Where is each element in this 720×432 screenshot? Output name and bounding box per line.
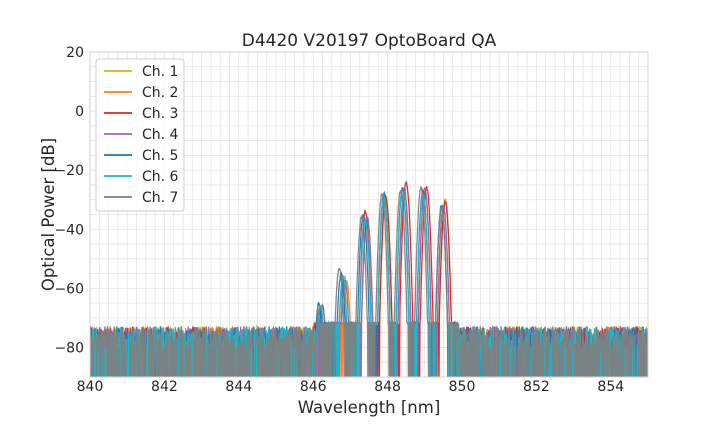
y-tick-labels: −80 −60 −40 −20 0 20 [54,45,84,356]
x-tick-label: 852 [523,379,550,395]
legend: Ch. 1 Ch. 2 Ch. 3 Ch. 4 Ch. 5 Ch. 6 Ch. 7 [95,58,185,212]
x-tick-labels: 840 842 844 846 848 850 852 854 [77,379,625,395]
y-tick-label: 0 [75,104,84,120]
x-tick-label: 854 [597,379,624,395]
y-tick-label: −40 [54,222,84,238]
series-line-7 [90,185,648,377]
legend-label: Ch. 7 [142,190,178,206]
x-tick-label: 842 [151,379,178,395]
x-tick-label: 840 [77,379,104,395]
legend-label: Ch. 6 [142,169,179,185]
x-tick-label: 844 [225,379,252,395]
x-tick-label: 850 [449,379,476,395]
legend-label: Ch. 2 [142,85,178,101]
chart-title: D4420 V20197 OptoBoard QA [242,31,497,51]
y-tick-label: 20 [66,45,84,61]
x-axis-label: Wavelength [nm] [298,398,441,417]
x-tick-label: 846 [300,379,327,395]
plot-frame [89,51,649,378]
legend-label: Ch. 1 [142,64,178,80]
y-tick-label: −80 [54,340,84,356]
legend-label: Ch. 5 [142,148,178,164]
legend-label: Ch. 3 [142,106,178,122]
y-axis-label: Optical Power [dB] [39,138,58,291]
y-tick-label: −60 [54,281,84,297]
legend-label: Ch. 4 [142,127,179,143]
legend-box [95,58,185,212]
series-lines [90,180,648,377]
series-line-4 [90,187,648,377]
x-tick-label: 848 [374,379,401,395]
y-tick-label: −20 [54,163,84,179]
